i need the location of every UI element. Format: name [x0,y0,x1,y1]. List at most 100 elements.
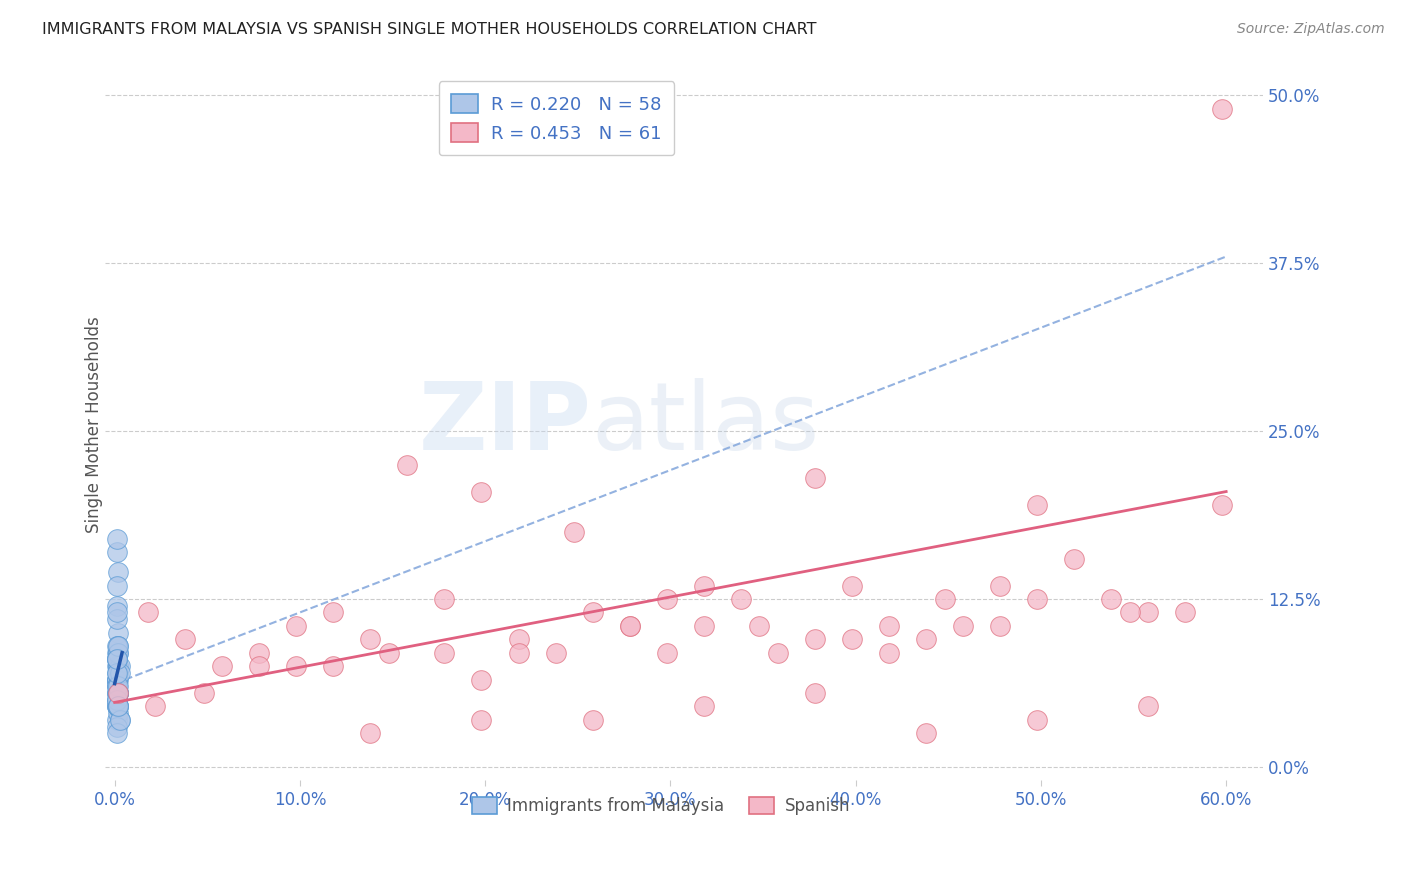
Point [110,659,132,673]
Text: Source: ZipAtlas.com: Source: ZipAtlas.com [1237,22,1385,37]
Point [107,699,129,714]
Point [655,592,678,607]
Point [107,646,129,660]
Point [247,646,270,660]
Point [107,686,129,700]
Point [107,565,129,579]
Point [105,686,128,700]
Point [562,524,585,539]
Point [107,659,129,673]
Point [107,625,129,640]
Point [1026,713,1049,727]
Point [105,578,128,592]
Point [105,665,128,680]
Point [915,632,938,647]
Point [285,659,308,673]
Point [841,632,863,647]
Point [105,679,128,693]
Point [105,726,128,740]
Y-axis label: Single Mother Households: Single Mother Households [86,316,103,533]
Point [1119,606,1142,620]
Point [508,646,530,660]
Point [841,578,863,592]
Point [105,646,128,660]
Point [804,686,827,700]
Point [107,699,129,714]
Point [1137,699,1160,714]
Point [107,686,129,700]
Point [105,673,128,687]
Point [105,652,128,666]
Point [107,639,129,653]
Point [1099,592,1122,607]
Point [136,606,159,620]
Point [322,659,344,673]
Point [107,686,129,700]
Point [988,619,1011,633]
Point [619,619,641,633]
Point [110,713,132,727]
Point [105,692,128,706]
Point [107,706,129,720]
Point [105,652,128,666]
Point [107,646,129,660]
Point [247,659,270,673]
Text: atlas: atlas [592,378,820,470]
Point [105,545,128,559]
Point [470,673,492,687]
Point [396,458,419,472]
Point [693,619,716,633]
Point [105,612,128,626]
Point [1137,606,1160,620]
Point [105,665,128,680]
Point [1026,592,1049,607]
Point [359,632,381,647]
Point [105,679,128,693]
Point [433,592,456,607]
Point [804,632,827,647]
Point [105,720,128,734]
Point [107,665,129,680]
Point [1211,498,1233,512]
Point [988,578,1011,592]
Point [105,692,128,706]
Point [544,646,567,660]
Point [110,665,132,680]
Point [322,606,344,620]
Point [145,699,167,714]
Point [105,652,128,666]
Point [655,646,678,660]
Point [105,699,128,714]
Point [1063,551,1085,566]
Point [193,686,215,700]
Point [804,471,827,485]
Point [105,639,128,653]
Point [470,484,492,499]
Point [877,646,900,660]
Point [1211,102,1233,116]
Point [105,699,128,714]
Point [693,699,716,714]
Point [952,619,974,633]
Text: ZIP: ZIP [419,378,592,470]
Point [105,673,128,687]
Point [285,619,308,633]
Point [877,619,900,633]
Point [915,726,938,740]
Point [105,699,128,714]
Point [748,619,770,633]
Point [105,532,128,546]
Point [105,673,128,687]
Point [110,713,132,727]
Point [730,592,752,607]
Point [581,713,603,727]
Point [107,699,129,714]
Point [107,639,129,653]
Point [105,713,128,727]
Point [508,632,530,647]
Point [105,673,128,687]
Point [105,606,128,620]
Point [107,673,129,687]
Point [105,686,128,700]
Point [105,659,128,673]
